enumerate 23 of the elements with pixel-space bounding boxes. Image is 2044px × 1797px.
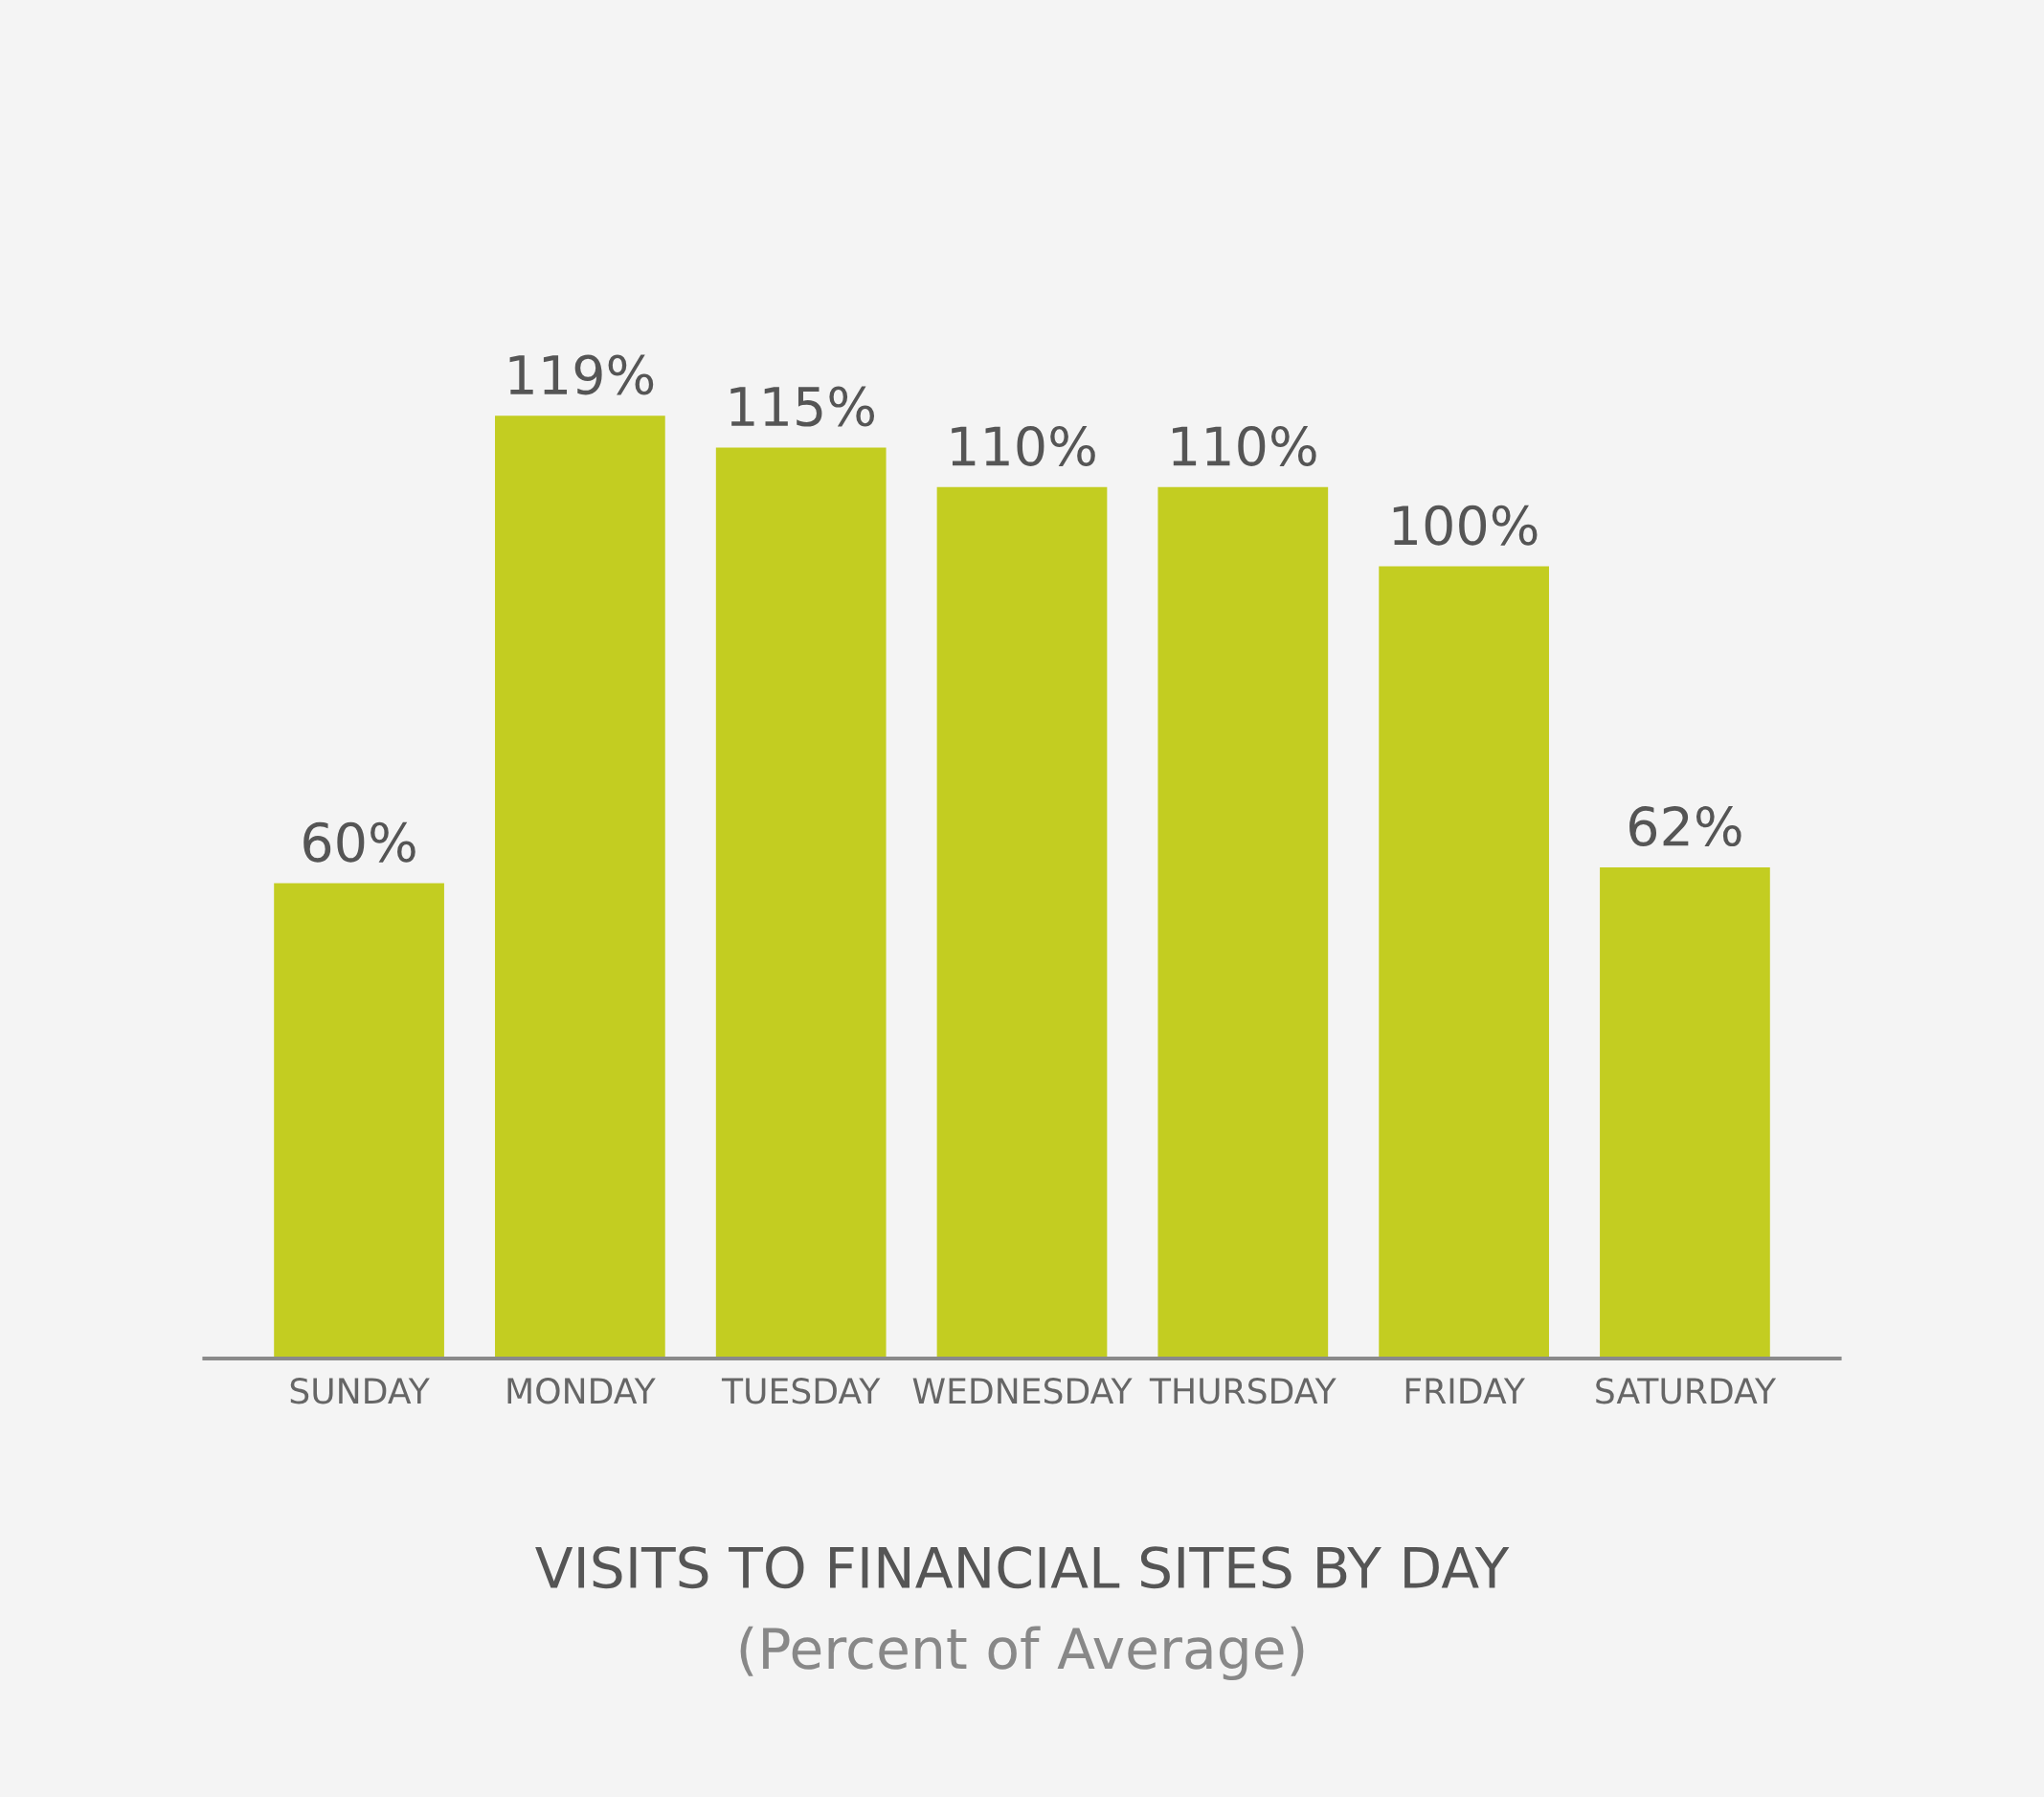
bar (1157, 486, 1329, 1359)
data-label: 110% (1173, 425, 1316, 466)
x-tick-label: TUESDAY (721, 1378, 881, 1404)
bar (495, 416, 665, 1359)
data-label: 119% (509, 354, 654, 395)
x-tick-label: MONDAY (507, 1378, 656, 1404)
bar (936, 486, 1108, 1359)
bar (274, 883, 444, 1359)
text: VISITS TO FINANCIAL SITES BY DAY (535, 1546, 1510, 1589)
x-tick-label: FRIDAY (1405, 1378, 1526, 1404)
x-tick-label: THURSDAY (1149, 1378, 1336, 1404)
data-label: 115% (730, 386, 875, 427)
x-tick-label: SATURDAY (1596, 1378, 1777, 1404)
data-label: 100% (1393, 505, 1538, 546)
text: (Percent of Average) (740, 1626, 1304, 1681)
bar (1379, 566, 1549, 1359)
x-tick-label: WEDNESDAY (912, 1378, 1133, 1404)
data-label: 62% (1629, 806, 1741, 847)
bar (1600, 867, 1770, 1359)
data-label: 60% (303, 821, 416, 863)
data-label: 110% (952, 425, 1095, 466)
x-tick-label: SUNDAY (290, 1378, 430, 1404)
bar (715, 447, 887, 1359)
